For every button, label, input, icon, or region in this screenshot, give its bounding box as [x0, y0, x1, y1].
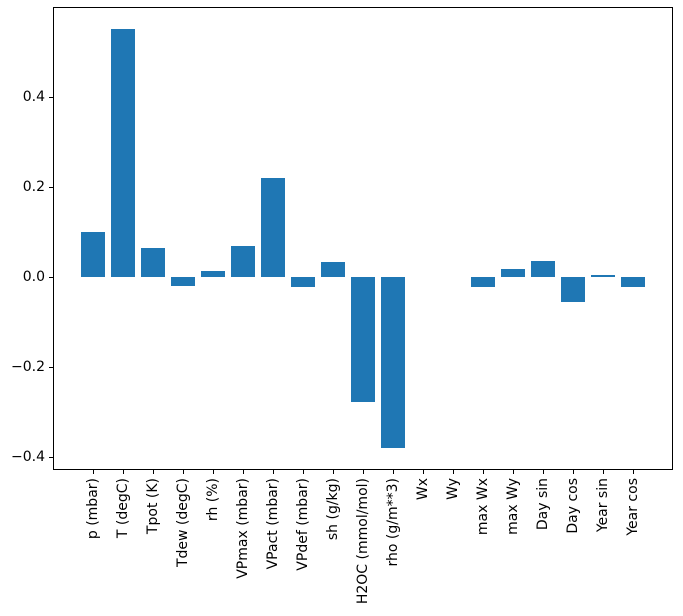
- x-tick-label: Day sin: [535, 478, 551, 531]
- x-tick-mark: [483, 470, 484, 474]
- x-tick-label: Year cos: [625, 478, 641, 536]
- x-tick-label: sh (g/kg): [325, 478, 341, 541]
- y-tick-mark: [49, 96, 53, 98]
- x-tick-label: p (mbar): [85, 478, 101, 540]
- bar-vpdef-mbar: [291, 276, 315, 288]
- plot-area: [53, 7, 673, 470]
- bar-year-sin: [591, 275, 615, 277]
- x-tick-mark: [153, 470, 154, 474]
- x-tick-mark: [123, 470, 124, 474]
- x-tick-mark: [213, 470, 214, 474]
- bar-rho-g-m-3: [381, 276, 405, 449]
- x-tick-label: max Wy: [505, 478, 521, 535]
- x-tick-label: T (degC): [115, 478, 131, 539]
- y-tick-mark: [49, 456, 53, 458]
- bar-vpmax-mbar: [231, 246, 255, 277]
- x-tick-label: VPmax (mbar): [235, 478, 251, 579]
- bar-t-degc: [111, 29, 135, 277]
- y-tick-label: −0.4: [11, 448, 45, 465]
- y-tick-label: 0.4: [22, 88, 45, 105]
- x-tick-label: Day cos: [565, 478, 581, 534]
- x-tick-label: H2OC (mmol/mol): [355, 478, 371, 605]
- x-tick-label: max Wx: [475, 478, 491, 536]
- x-tick-label: Tdew (degC): [175, 478, 191, 568]
- bar-rh: [201, 271, 225, 277]
- y-tick-mark: [49, 276, 53, 278]
- x-tick-mark: [543, 470, 544, 474]
- bar-tdew-degc: [171, 276, 195, 286]
- y-tick-label: −0.2: [11, 358, 45, 375]
- bar-h2oc-mmol-mol: [351, 276, 375, 402]
- y-tick-label: 0.2: [22, 178, 45, 195]
- x-tick-label: rh (%): [205, 478, 221, 522]
- x-tick-mark: [183, 470, 184, 474]
- bar-tpot-k: [141, 248, 165, 277]
- x-tick-mark: [363, 470, 364, 474]
- x-tick-label: Wx: [415, 478, 431, 501]
- bar-day-cos: [561, 276, 585, 303]
- x-tick-mark: [423, 470, 424, 474]
- x-tick-label: Tpot (K): [145, 478, 161, 535]
- x-tick-mark: [273, 470, 274, 474]
- bar-sh-g-kg: [321, 262, 345, 277]
- y-tick-mark: [49, 186, 53, 188]
- x-tick-label: rho (g/m**3): [385, 478, 401, 567]
- bar-max-wy: [501, 269, 525, 277]
- x-tick-label: VPact (mbar): [265, 478, 281, 570]
- bar-year-cos: [621, 276, 645, 288]
- bar-p-mbar: [81, 231, 105, 277]
- x-tick-label: VPdef (mbar): [295, 478, 311, 571]
- x-tick-mark: [303, 470, 304, 474]
- x-tick-label: Year sin: [595, 478, 611, 533]
- x-tick-mark: [453, 470, 454, 474]
- x-tick-mark: [573, 470, 574, 474]
- bar-day-sin: [531, 260, 555, 277]
- y-tick-label: 0.0: [22, 268, 45, 285]
- x-tick-mark: [603, 470, 604, 474]
- x-tick-mark: [243, 470, 244, 474]
- x-tick-mark: [633, 470, 634, 474]
- x-tick-mark: [93, 470, 94, 474]
- x-tick-label: Wy: [445, 478, 461, 500]
- x-tick-mark: [513, 470, 514, 474]
- x-tick-mark: [393, 470, 394, 474]
- bar-max-wx: [471, 276, 495, 287]
- bar-vpact-mbar: [261, 177, 285, 277]
- x-tick-mark: [333, 470, 334, 474]
- y-tick-mark: [49, 366, 53, 368]
